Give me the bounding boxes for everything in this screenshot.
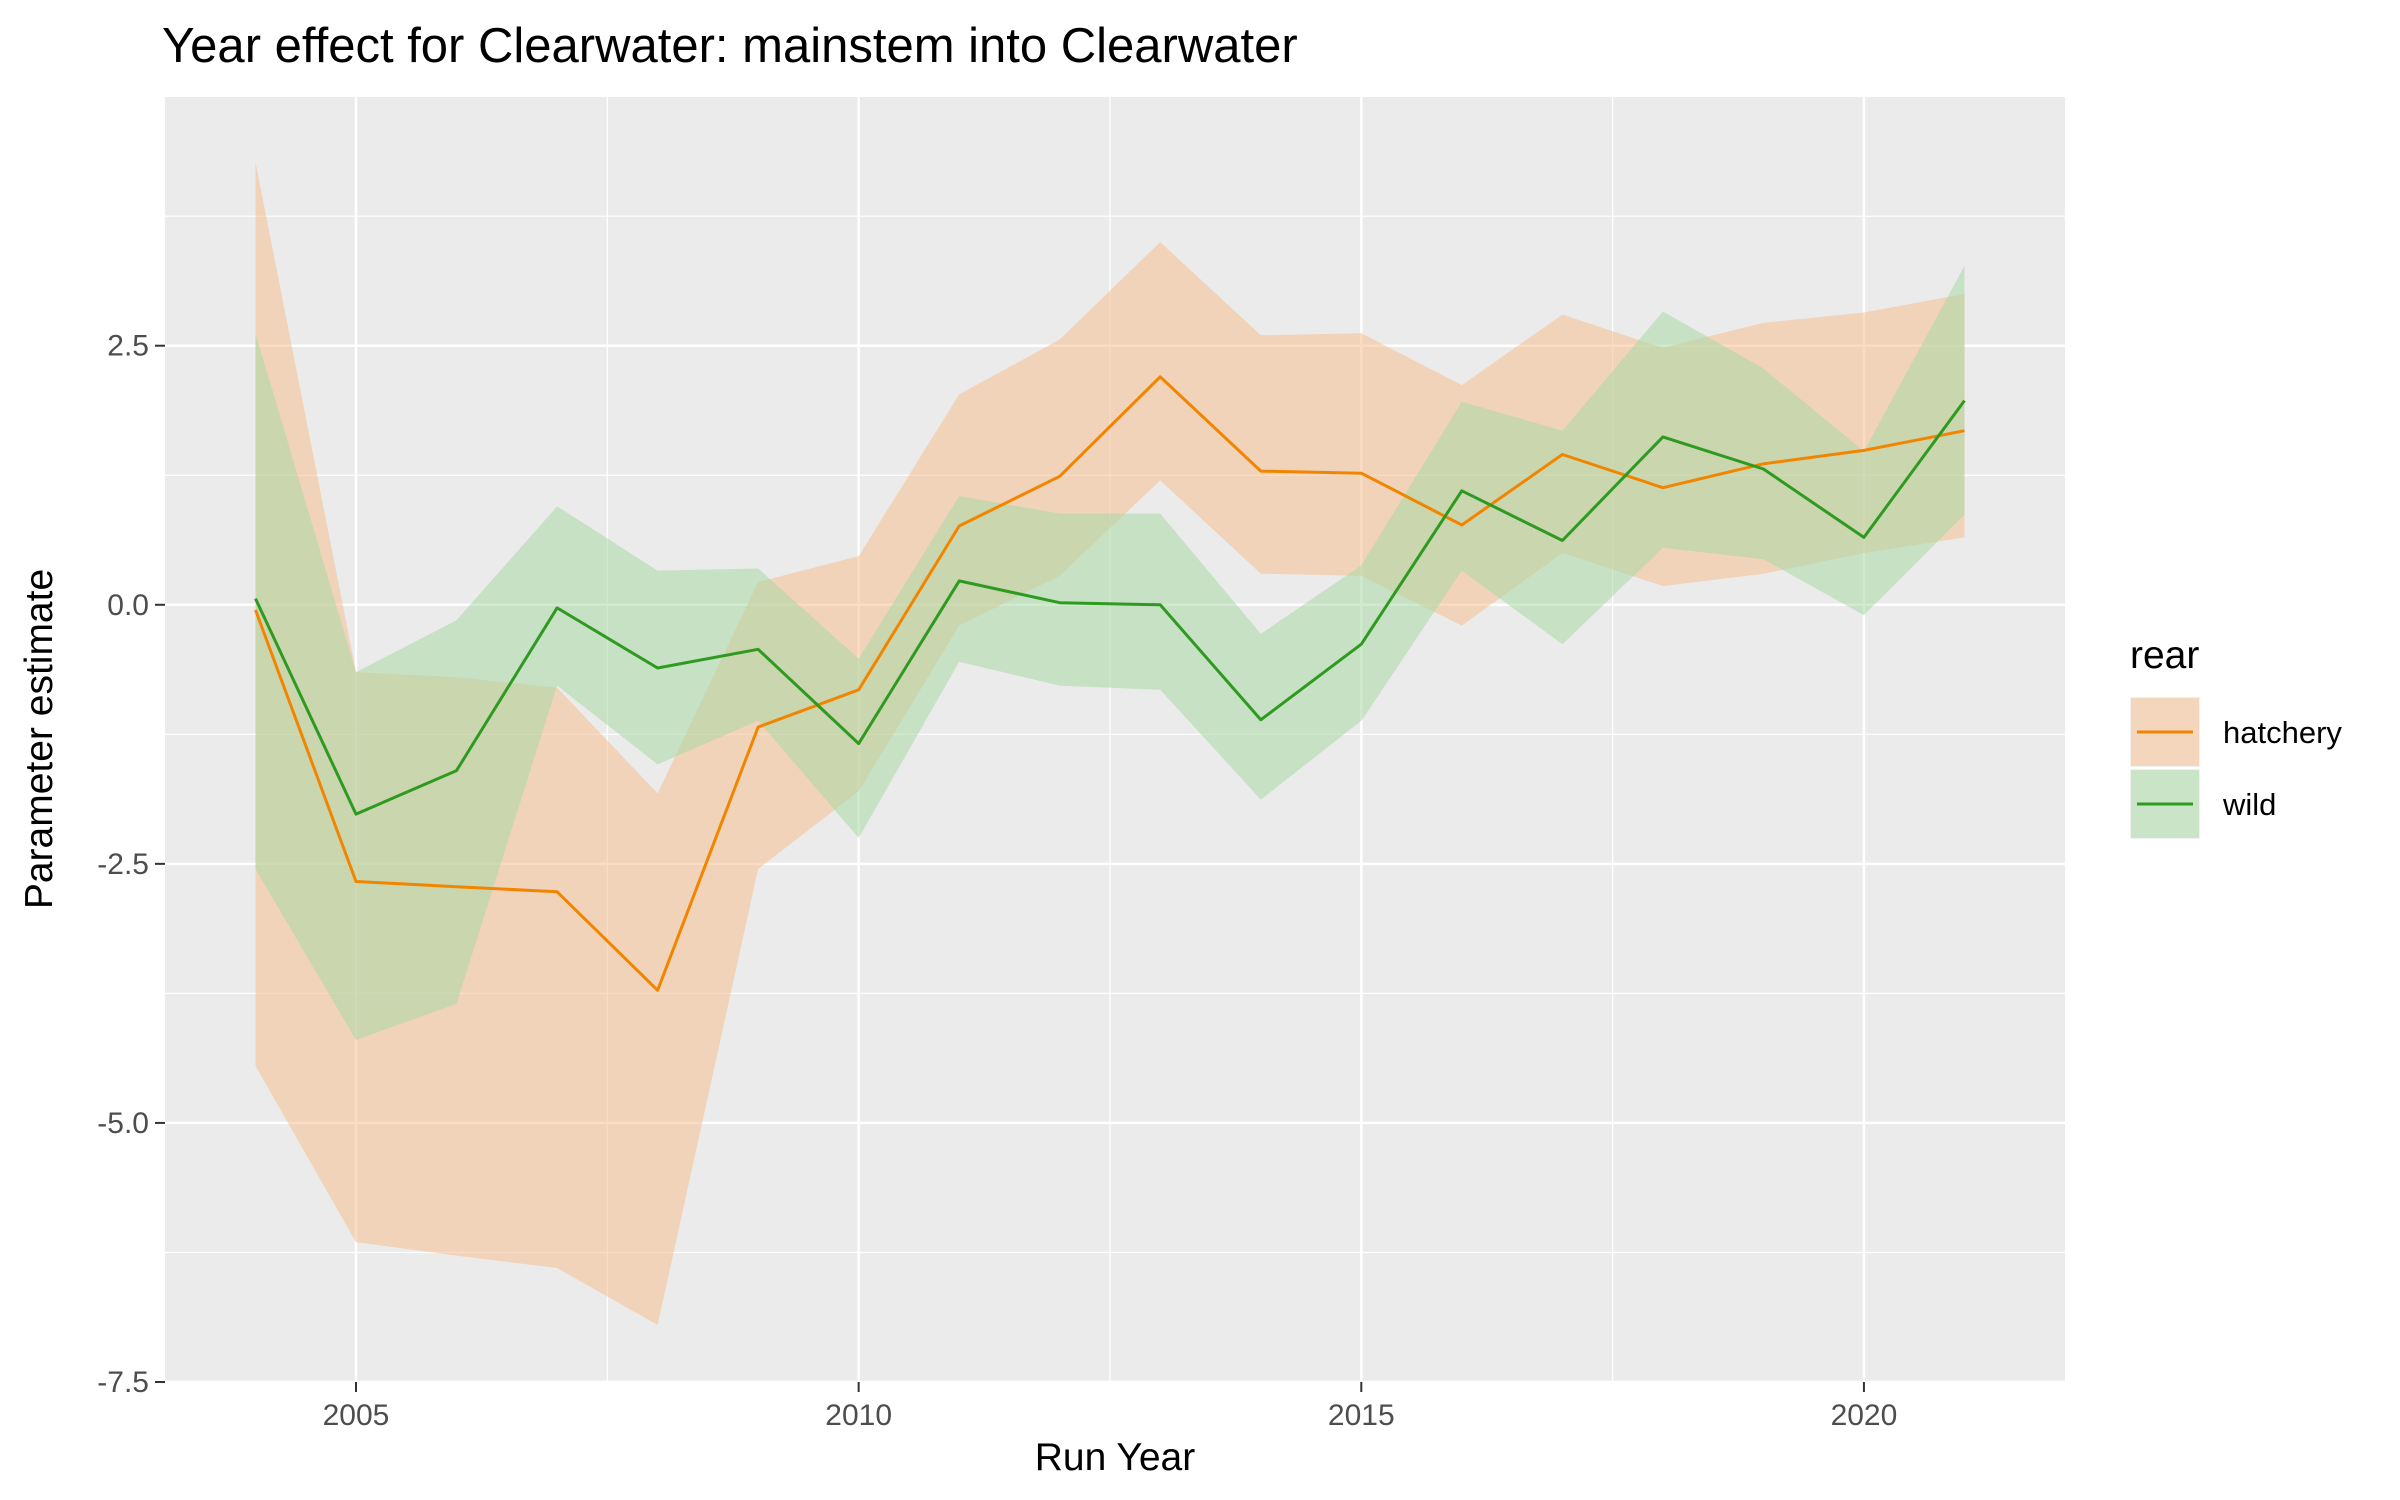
y-tick-label: 0.0 xyxy=(107,589,149,622)
confidence-ribbons xyxy=(255,162,1965,1325)
y-tick-label: -7.5 xyxy=(97,1366,149,1399)
x-tick-label: 2020 xyxy=(1831,1399,1898,1432)
x-tick-label: 2005 xyxy=(323,1399,390,1432)
x-axis: 2005 2010 2015 2020 xyxy=(323,1382,1898,1432)
x-tick-label: 2010 xyxy=(825,1399,892,1432)
y-tick-label: -5.0 xyxy=(97,1107,149,1140)
legend-label-hatchery: hatchery xyxy=(2223,715,2342,750)
series-line-wild xyxy=(254,399,1966,816)
legend-title: rear xyxy=(2130,634,2199,677)
y-axis: 2.5 0.0 -2.5 -5.0 -7.5 xyxy=(97,330,165,1399)
legend: rear hatchery wild xyxy=(2130,634,2342,839)
ribbon-wild xyxy=(255,265,1965,1040)
series-line-hatchery xyxy=(254,375,1965,992)
legend-label-wild: wild xyxy=(2222,787,2276,822)
series-lines xyxy=(254,375,1966,992)
y-tick-label: 2.5 xyxy=(107,330,149,363)
y-axis-title: Parameter estimate xyxy=(18,569,61,909)
chart-title: Year effect for Clearwater: mainstem int… xyxy=(162,19,1298,73)
y-tick-label: -2.5 xyxy=(97,848,149,881)
x-axis-title: Run Year xyxy=(1035,1436,1195,1479)
x-tick-label: 2015 xyxy=(1328,1399,1395,1432)
